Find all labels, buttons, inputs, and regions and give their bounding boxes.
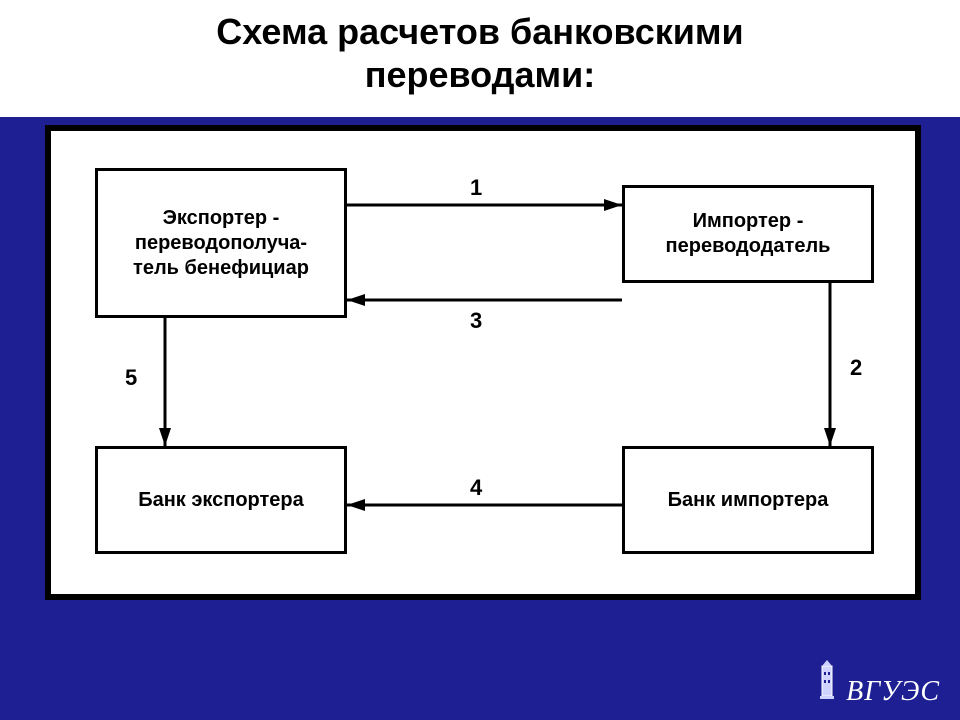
slide: Схема расчетов банковскими переводами: Э…	[0, 0, 960, 720]
logo-icon	[814, 660, 840, 708]
node-exporter_bank: Банк экспортера	[95, 446, 347, 554]
slide-title: Схема расчетов банковскими переводами:	[0, 10, 960, 96]
node-exporter: Экспортер -переводополуча-тель бенефициа…	[95, 168, 347, 318]
node-importer_bank: Банк импортера	[622, 446, 874, 554]
node-importer: Импортер -перевододатель	[622, 185, 874, 283]
footer-text: ВГУЭС	[846, 676, 940, 708]
edge-label-e4: 4	[470, 475, 482, 501]
title-line-1: Схема расчетов банковскими	[216, 11, 743, 52]
edge-label-e1: 1	[470, 175, 482, 201]
edge-label-e2: 2	[850, 355, 862, 381]
edge-label-e3: 3	[470, 308, 482, 334]
edge-label-e5: 5	[125, 365, 137, 391]
title-line-2: переводами:	[365, 54, 596, 95]
footer-logo: ВГУЭС	[814, 660, 940, 708]
